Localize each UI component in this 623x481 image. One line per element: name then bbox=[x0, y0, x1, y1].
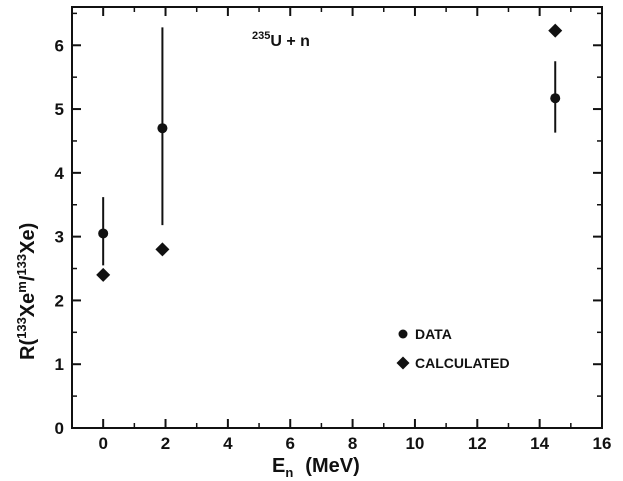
y-tick-label: 4 bbox=[55, 164, 65, 183]
calculated-point bbox=[155, 242, 170, 257]
series-layer bbox=[96, 23, 563, 282]
y-tick-label: 6 bbox=[55, 36, 64, 55]
y-axis-title-slash: / bbox=[17, 275, 39, 281]
x-tick-label: 10 bbox=[405, 434, 424, 453]
legend: DATA CALCULATED bbox=[396, 326, 510, 371]
plot-border bbox=[71, 6, 603, 429]
annotation-text: U + n bbox=[270, 33, 310, 50]
x-tick-label: 16 bbox=[593, 434, 612, 453]
legend-label: CALCULATED bbox=[415, 355, 510, 371]
y-axis-title-mass1: 133 bbox=[14, 317, 29, 339]
x-axis-title-unit: (MeV) bbox=[305, 455, 359, 477]
calculated-point bbox=[96, 267, 111, 282]
y-tick-label: 5 bbox=[55, 100, 64, 119]
x-tick-label: 8 bbox=[348, 434, 357, 453]
calculated-point bbox=[548, 23, 563, 38]
y-axis: 0 1 2 3 4 5 6 bbox=[55, 12, 602, 438]
x-tick-label: 12 bbox=[468, 434, 487, 453]
y-axis-title-suffix: ) bbox=[17, 223, 39, 230]
y-axis-title-meta: m bbox=[14, 281, 29, 293]
x-tick-label: 4 bbox=[223, 434, 233, 453]
y-tick-label: 2 bbox=[55, 291, 64, 310]
y-axis-title-mass2: 133 bbox=[14, 254, 29, 276]
x-tick-label: 0 bbox=[98, 434, 107, 453]
y-tick-label: 1 bbox=[55, 355, 64, 374]
x-axis-title-main: E bbox=[272, 455, 285, 477]
y-axis-title-prefix: R( bbox=[17, 339, 39, 360]
x-axis-title: En (MeV) bbox=[272, 455, 360, 480]
x-axis-title-sub: n bbox=[285, 465, 293, 480]
x-tick-label: 2 bbox=[161, 434, 170, 453]
y-axis-title-sym2: Xe bbox=[17, 229, 39, 253]
annotation: 235U + n bbox=[252, 30, 310, 50]
legend-calculated-marker bbox=[396, 356, 410, 370]
legend-data-marker bbox=[398, 329, 408, 339]
x-axis: 0 2 4 6 8 10 12 14 16 bbox=[71, 7, 612, 453]
data-point bbox=[550, 93, 561, 104]
y-axis-title-sym1: Xe bbox=[17, 293, 39, 317]
y-axis-title: R(133Xem/133Xe) bbox=[14, 223, 39, 360]
x-tick-label: 6 bbox=[286, 434, 295, 453]
plot-frame bbox=[71, 6, 603, 429]
data-point bbox=[157, 123, 168, 134]
data-point bbox=[98, 228, 109, 239]
annotation-mass: 235 bbox=[252, 30, 270, 42]
x-tick-label: 14 bbox=[530, 434, 549, 453]
legend-label: DATA bbox=[415, 326, 452, 342]
y-tick-label: 0 bbox=[55, 419, 64, 438]
y-tick-label: 3 bbox=[55, 228, 64, 247]
